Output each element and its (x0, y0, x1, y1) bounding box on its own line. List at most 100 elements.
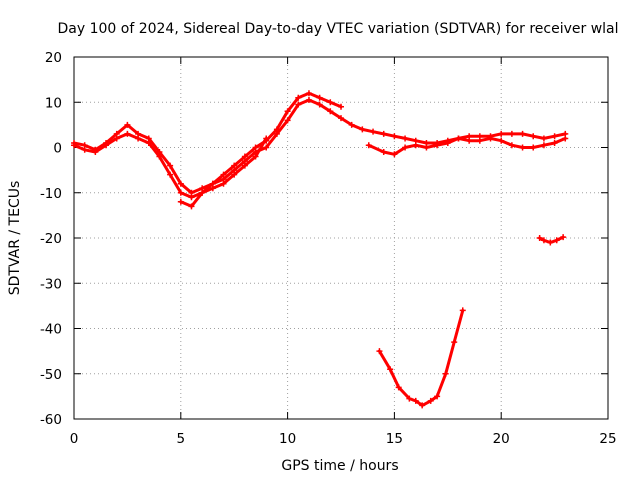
data-point (562, 135, 569, 142)
data-point (547, 239, 554, 246)
y-tick-label: -20 (40, 231, 62, 247)
data-point (359, 126, 366, 133)
data-point (177, 189, 184, 196)
data-point (113, 135, 120, 142)
data-point (540, 142, 547, 149)
data-point (508, 130, 515, 137)
data-point (427, 397, 434, 404)
y-tick-label: -50 (40, 367, 62, 383)
data-point (455, 135, 462, 142)
data-point (135, 135, 142, 142)
data-point (530, 144, 537, 151)
data-point (305, 96, 312, 103)
data-point (145, 139, 152, 146)
data-point (466, 137, 473, 144)
data-point (348, 121, 355, 128)
grid (74, 57, 608, 419)
data-point (395, 384, 402, 391)
data-point (295, 101, 302, 108)
data-point (519, 130, 526, 137)
data-point (241, 162, 248, 169)
data-point (327, 99, 334, 106)
data-point (498, 137, 505, 144)
y-tick-label: 10 (45, 95, 62, 111)
data-point (263, 135, 270, 142)
data-point (316, 101, 323, 108)
data-point (442, 370, 449, 377)
data-point (536, 235, 543, 241)
series-line-arc-6 (377, 308, 465, 407)
x-axis-label: GPS time / hours (281, 458, 398, 474)
data-point (284, 108, 291, 115)
data-point (380, 130, 387, 137)
data-point (376, 348, 383, 355)
data-point (316, 94, 323, 101)
y-axis-label: SDTVAR / TECUs (7, 181, 23, 296)
data-point (199, 189, 206, 196)
data-point (81, 146, 88, 153)
data-point (71, 142, 77, 149)
data-point (209, 185, 216, 192)
data-point (273, 130, 280, 137)
data-point (551, 139, 558, 146)
data-point (498, 130, 505, 137)
x-tick-label: 20 (493, 431, 510, 447)
data-point (220, 180, 227, 187)
data-point (391, 133, 398, 140)
data-point (365, 142, 372, 149)
y-tick-label: 20 (45, 50, 62, 66)
y-tick-label: -40 (40, 322, 62, 338)
data-point (177, 180, 184, 187)
y-tick-label: 0 (53, 141, 62, 157)
data-point (540, 135, 547, 142)
data-point (434, 393, 441, 400)
data-point (530, 133, 537, 140)
data-point (103, 142, 110, 149)
data-point (124, 121, 131, 128)
series-line-arc-2 (72, 98, 567, 199)
data-point (305, 90, 312, 97)
data-point (327, 108, 334, 115)
data-point (370, 128, 377, 135)
data-point (188, 194, 195, 201)
data-point (560, 234, 567, 241)
data-point (444, 139, 451, 146)
x-tick-label: 5 (177, 431, 186, 447)
data-point (402, 135, 409, 142)
data-point (167, 162, 174, 169)
data-point (92, 149, 99, 156)
data-point (412, 142, 419, 149)
data-point (387, 366, 394, 373)
data-point (188, 203, 195, 210)
data-point (402, 144, 409, 151)
data-point (423, 144, 430, 151)
series-group (71, 90, 569, 409)
x-tick-label: 0 (70, 431, 79, 447)
data-point (434, 142, 441, 149)
x-tick-label: 15 (386, 431, 403, 447)
data-point (124, 130, 131, 137)
data-point (519, 144, 526, 151)
data-point (487, 135, 494, 142)
y-tick-label: -60 (40, 412, 62, 428)
data-point (252, 153, 259, 160)
data-point (412, 397, 419, 404)
data-point (263, 144, 270, 151)
data-point (406, 395, 413, 402)
data-point (231, 171, 238, 178)
data-point (338, 115, 344, 122)
chart-title: Day 100 of 2024, Sidereal Day-to-day VTE… (57, 21, 618, 37)
data-point (551, 133, 558, 140)
data-point (380, 149, 387, 156)
data-point (284, 117, 291, 124)
data-point (156, 153, 163, 160)
data-point (540, 237, 547, 244)
ticks: -60 -50 -40 -30 -20 -10 0 10 20 0 5 10 15 20 25 (40, 50, 617, 447)
data-point (476, 137, 483, 144)
data-point (338, 103, 344, 110)
x-tick-label: 10 (279, 431, 296, 447)
data-point (167, 171, 174, 178)
data-point (459, 307, 466, 314)
data-point (419, 402, 426, 409)
